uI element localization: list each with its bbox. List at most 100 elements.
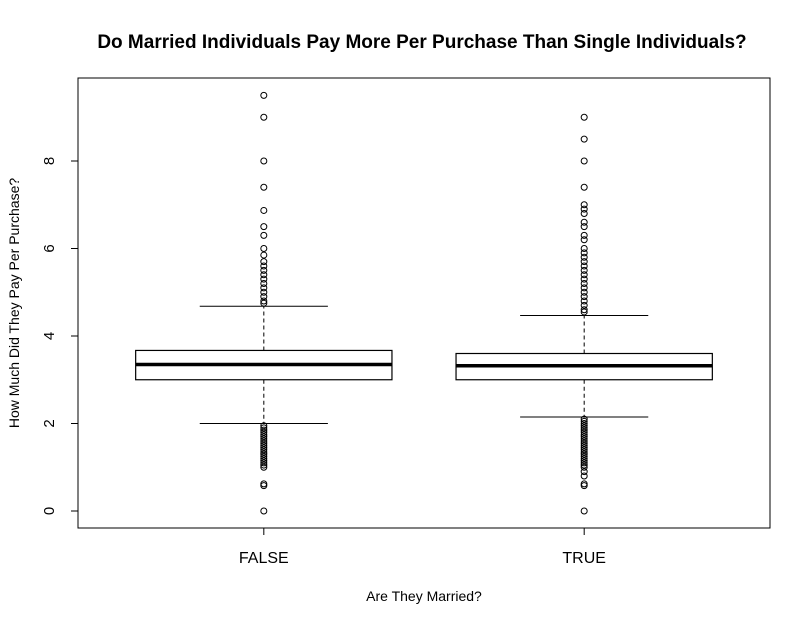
y-tick-label: 4 [41,332,58,340]
y-axis: 0 2 4 6 8 [41,157,79,515]
y-tick-label: 6 [41,244,58,252]
outlier-point [580,422,588,430]
outlier-point [260,455,268,462]
outlier-point [260,507,268,515]
outlier-point [580,253,588,261]
outlier-point [260,422,268,430]
outlier-point [580,249,588,257]
outlier-point [580,430,588,438]
outlier-point [260,448,268,456]
outlier-point [260,91,268,99]
x-tick-label: TRUE [562,550,606,567]
outlier-point [580,468,588,476]
outlier-point [260,433,268,441]
outlier-point [580,420,588,427]
outlier-point [580,210,588,217]
outlier-point [580,306,588,314]
x-tick-label: FALSE [239,550,289,567]
outlier-point [260,299,268,307]
outlier-point [260,245,268,252]
outlier-point [260,426,268,434]
outlier-point [580,297,588,305]
plot-frame [77,77,771,529]
outlier-point [580,271,588,279]
outlier-point [260,280,268,287]
outlier-point [260,262,268,270]
outlier-point [260,435,268,443]
outlier-point [580,231,588,239]
outlier-point [580,446,588,454]
outlier-point [580,417,588,425]
outlier-point [580,461,588,469]
outlier-point [580,463,588,471]
outlier-point [580,457,588,465]
outlier-point [580,113,588,121]
outlier-point [580,223,588,231]
outlier-point [580,205,588,213]
outlier-point [580,284,588,292]
outlier-point [580,428,588,436]
x-axis-label: Are They Married? [366,588,482,604]
outlier-point [260,457,268,465]
outlier-point [580,280,588,287]
outlier-point [260,482,268,490]
outlier-point [580,444,588,452]
outlier-point [260,297,268,305]
outlier-point [580,157,588,165]
outlier-point [580,433,588,441]
outlier-point [580,245,588,252]
outlier-point [260,183,268,191]
outlier-point [580,450,588,458]
outlier-point [260,441,268,449]
outlier-point [260,428,268,436]
outlier-point [580,415,588,423]
outlier-point [580,459,588,467]
outlier-point [580,258,588,266]
x-axis: FALSE TRUE [239,527,606,567]
outlier-point [260,223,268,231]
outlier-point [260,430,268,438]
outlier-point [260,459,268,467]
outlier-point [580,439,588,447]
box-false [135,91,393,515]
outlier-point [580,183,588,191]
outlier-point [580,472,588,480]
outlier-point [260,157,268,165]
outlier-point [260,424,268,432]
outlier-point [580,507,588,515]
outlier-point [580,482,588,490]
outlier-point [580,275,588,283]
outlier-point [260,437,268,445]
outlier-point [260,288,268,296]
outlier-point [580,262,588,270]
outlier-point [260,444,268,452]
outlier-point [580,288,588,296]
outlier-point [580,437,588,445]
outlier-point [260,461,268,469]
outlier-point [260,452,268,460]
outlier-point [580,448,588,456]
y-tick-label: 0 [41,507,58,515]
box-true [455,113,713,515]
outlier-point [260,439,268,447]
outlier-point [580,201,588,209]
y-tick-label: 8 [41,157,58,165]
outlier-point [580,301,588,309]
outlier-point [260,271,268,279]
outlier-point [580,135,588,143]
outlier-point [260,113,268,121]
outlier-point [580,218,588,226]
outlier-point [580,441,588,449]
y-tick-label: 2 [41,419,58,427]
outlier-point [260,251,268,259]
outlier-point [260,258,268,266]
outlier-point [260,284,268,292]
outlier-point [580,293,588,301]
outlier-point [260,463,268,471]
outlier-point [260,206,268,214]
boxes-group [135,91,713,515]
outlier-point [580,266,588,274]
outlier-point [260,231,268,239]
outlier-point [580,452,588,460]
outlier-point [260,446,268,454]
